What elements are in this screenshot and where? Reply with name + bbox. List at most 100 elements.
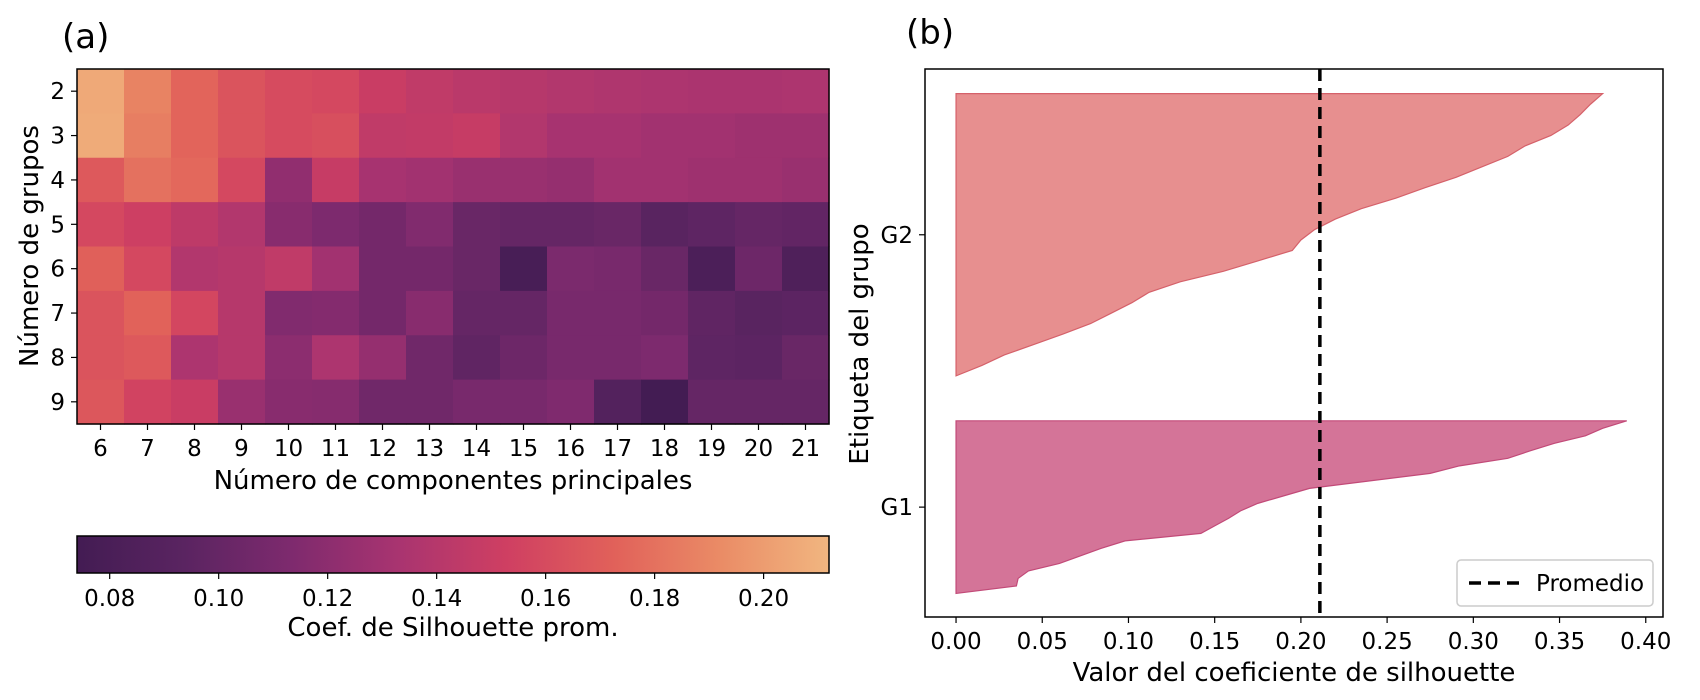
heatmap-cell	[124, 246, 172, 292]
heatmap-cell	[124, 113, 172, 159]
heatmap-cell	[171, 202, 219, 248]
heatmap-cell	[77, 69, 125, 114]
silhouette-y-tick-label: G1	[881, 495, 913, 521]
heatmap-cell	[265, 246, 313, 292]
colorbar: 0.08 0.10 0.12 0.14 0.16 0.18 0.20 Coef. de Si…	[76, 535, 830, 643]
heatmap-cell	[641, 379, 689, 425]
heatmap-y-tick-label: 7	[50, 301, 65, 327]
heatmap-cell	[406, 379, 454, 425]
colorbar-gradient	[76, 535, 830, 574]
heatmap-cell	[312, 379, 360, 425]
heatmap-cell	[406, 113, 454, 159]
heatmap-panel: 6 7 8 9 10 11 12 13 14 15 16 17 18 19 20 21 2 3 4 5 6 7 8 9 Nú…	[15, 68, 830, 496]
heatmap-cell	[594, 335, 642, 381]
heatmap-cell	[77, 157, 125, 203]
heatmap-cell	[547, 69, 595, 114]
heatmap-cell	[453, 335, 501, 381]
heatmap-cell	[77, 202, 125, 248]
heatmap-x-tick-label: 6	[93, 436, 108, 462]
heatmap-cell	[735, 246, 783, 292]
heatmap-cell	[594, 246, 642, 292]
heatmap-x-tick-label: 17	[603, 436, 632, 462]
heatmap-y-tick-label: 2	[50, 79, 65, 105]
heatmap-x-tick-label: 20	[744, 436, 773, 462]
heatmap-cell	[218, 202, 266, 248]
heatmap-cell	[735, 157, 783, 203]
heatmap-cell	[218, 379, 266, 425]
heatmap-cell	[171, 157, 219, 203]
heatmap-cell	[735, 202, 783, 248]
silhouette-y-tick-label: G2	[881, 223, 913, 249]
silhouette-panel: 0.00 0.05 0.10 0.15 0.20 0.25 0.30 0.35 0.40 G1G…	[845, 68, 1671, 688]
heatmap-x-ticks: 6 7 8 9 10 11 12 13 14 15 16 17 18 19 20 21	[93, 424, 820, 462]
heatmap-x-tick-label: 8	[187, 436, 202, 462]
heatmap-cell	[641, 69, 689, 114]
heatmap-cell	[688, 335, 736, 381]
heatmap-cell	[453, 157, 501, 203]
silhouette-x-ticks: 0.00 0.05 0.10 0.15 0.20 0.25 0.30 0.35 0.40	[930, 617, 1671, 655]
heatmap-x-tick-label: 9	[234, 436, 249, 462]
heatmap-cell	[124, 202, 172, 248]
heatmap-cell	[641, 113, 689, 159]
heatmap-cell	[124, 69, 172, 114]
heatmap-cell	[171, 290, 219, 336]
legend-box	[1456, 559, 1654, 607]
heatmap-cell	[782, 202, 830, 248]
heatmap-cell	[171, 113, 219, 159]
heatmap-cell	[688, 69, 736, 114]
heatmap-y-ticks: 2 3 4 5 6 7 8 9	[50, 79, 77, 416]
heatmap-cell	[359, 113, 407, 159]
heatmap-cell	[359, 379, 407, 425]
heatmap-y-tick-label: 5	[50, 212, 65, 238]
heatmap-cell	[359, 202, 407, 248]
heatmap-cell	[171, 246, 219, 292]
silhouette-x-axis-label: Valor del coeficiente de silhouette	[1073, 658, 1516, 688]
heatmap-cell	[594, 113, 642, 159]
silhouette-x-tick-label: 0.10	[1103, 629, 1154, 655]
heatmap-cell	[453, 290, 501, 336]
heatmap-cell	[594, 69, 642, 114]
heatmap-cell	[359, 335, 407, 381]
heatmap-x-tick-label: 16	[556, 436, 585, 462]
silhouette-x-tick-label: 0.20	[1275, 629, 1326, 655]
heatmap-cell	[782, 69, 830, 114]
heatmap-cell	[312, 335, 360, 381]
colorbar-tick-label: 0.12	[302, 586, 353, 612]
heatmap-x-tick-label: 15	[509, 436, 538, 462]
heatmap-x-tick-label: 18	[650, 436, 679, 462]
heatmap-cell	[218, 246, 266, 292]
heatmap-cell	[500, 202, 548, 248]
heatmap-cell	[406, 202, 454, 248]
heatmap-x-tick-label: 7	[140, 436, 155, 462]
heatmap-cell	[688, 157, 736, 203]
heatmap-cell	[124, 290, 172, 336]
heatmap-cell	[500, 379, 548, 425]
heatmap-cell	[406, 246, 454, 292]
heatmap-y-tick-label: 4	[50, 168, 65, 194]
heatmap-cell	[218, 157, 266, 203]
colorbar-tick-label: 0.10	[193, 586, 244, 612]
legend: Promedio	[1456, 559, 1654, 607]
silhouette-x-tick-label: 0.35	[1534, 629, 1585, 655]
silhouette-x-tick-label: 0.00	[930, 629, 981, 655]
silhouette-area-g2	[955, 93, 1605, 377]
heatmap-cell	[312, 113, 360, 159]
heatmap-cell	[453, 379, 501, 425]
heatmap-cell	[359, 290, 407, 336]
silhouette-x-tick-label: 0.15	[1189, 629, 1240, 655]
heatmap-cell	[547, 113, 595, 159]
heatmap-cell	[782, 379, 830, 425]
heatmap-cell	[265, 69, 313, 114]
heatmap-frame	[76, 68, 830, 425]
heatmap-cell	[735, 379, 783, 425]
heatmap-y-tick-label: 8	[50, 345, 65, 371]
heatmap-cell	[359, 246, 407, 292]
heatmap-cell	[265, 335, 313, 381]
heatmap-cell	[594, 290, 642, 336]
heatmap-cell	[594, 379, 642, 425]
heatmap-x-tick-label: 12	[368, 436, 397, 462]
heatmap-cell	[171, 335, 219, 381]
colorbar-tick-label: 0.20	[738, 586, 789, 612]
heatmap-cell	[453, 246, 501, 292]
silhouette-x-tick-label: 0.05	[1017, 629, 1068, 655]
